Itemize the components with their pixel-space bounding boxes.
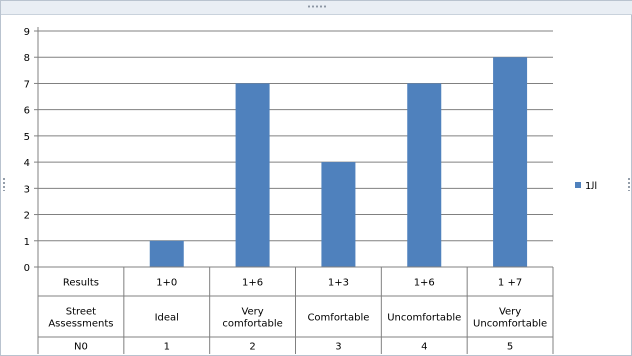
grid-lines — [38, 30, 553, 242]
table-cell: Very comfortable — [222, 307, 282, 330]
resize-grip-left-icon[interactable] — [2, 177, 6, 191]
table-cell: 1 — [164, 342, 170, 353]
table-row-header: N0 — [74, 342, 88, 353]
y-tick-label: 2 — [24, 211, 30, 222]
legend-swatch — [575, 182, 581, 188]
table-row-header: Street Assessments — [48, 307, 113, 330]
table-cell: 3 — [335, 342, 341, 353]
y-tick-labels: 0 1 2 3 4 5 6 7 8 9 — [24, 27, 30, 274]
table-cell: 4 — [421, 342, 427, 353]
table-cell: 1 +7 — [498, 278, 522, 289]
table-cell: 5 — [507, 342, 513, 353]
bar — [407, 83, 442, 267]
y-tick-label: 0 — [24, 263, 30, 274]
table-cell: Uncomfortable — [387, 313, 461, 324]
table-cell: Very Uncomfortable — [473, 307, 547, 330]
table-cell: Ideal — [155, 313, 179, 324]
table-cell: 1+0 — [156, 278, 177, 289]
y-tick-label: 1 — [24, 237, 30, 248]
window-top-strip — [1, 1, 632, 15]
y-tick-label: 7 — [24, 79, 30, 90]
y-tick-label: 8 — [24, 53, 30, 64]
table-cell: 1+6 — [414, 278, 435, 289]
bar — [321, 162, 356, 267]
legend-label: 1ﺍﻟ — [585, 181, 597, 192]
y-tick-label: 5 — [24, 132, 30, 143]
y-tick-label: 3 — [24, 184, 30, 195]
table-cell: Comfortable — [307, 313, 369, 324]
table-cell: 1+3 — [328, 278, 349, 289]
resize-grip-top-icon[interactable] — [307, 4, 327, 9]
table-row-header: Results — [63, 278, 99, 289]
bar — [235, 83, 270, 267]
bar — [149, 240, 184, 267]
resize-grip-right-icon[interactable] — [627, 177, 631, 191]
table-cell: 2 — [249, 342, 255, 353]
data-table: Results 1+0 1+6 1+3 1+6 1 +7 Street Assessments… — [38, 266, 554, 354]
bar-group — [149, 57, 528, 267]
bar — [493, 57, 528, 267]
y-tick-label: 4 — [24, 158, 30, 169]
y-tick-label: 9 — [24, 27, 30, 38]
legend: 1ﺍﻟ — [575, 181, 597, 192]
y-tick-label: 6 — [24, 106, 30, 117]
axes — [34, 27, 39, 354]
table-cell: 1+6 — [242, 278, 263, 289]
